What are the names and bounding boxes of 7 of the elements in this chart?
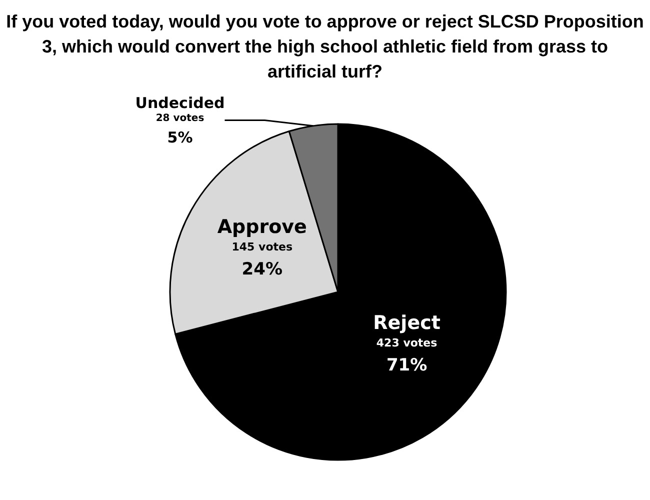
slice-label: Undecided <box>135 94 225 112</box>
chart-title: If you voted today, would you vote to approve or reject SLCSD Proposition 3, which would convert the high school athletic field from grass to artificial turf? <box>6 12 644 82</box>
data-label: 423 votes 71% <box>376 336 438 376</box>
data-label: 28 votes 5% <box>156 113 204 146</box>
slice-label: Approve <box>217 216 307 238</box>
data-label: 145 votes 24% <box>232 240 293 280</box>
slice-label: Reject <box>373 312 440 334</box>
